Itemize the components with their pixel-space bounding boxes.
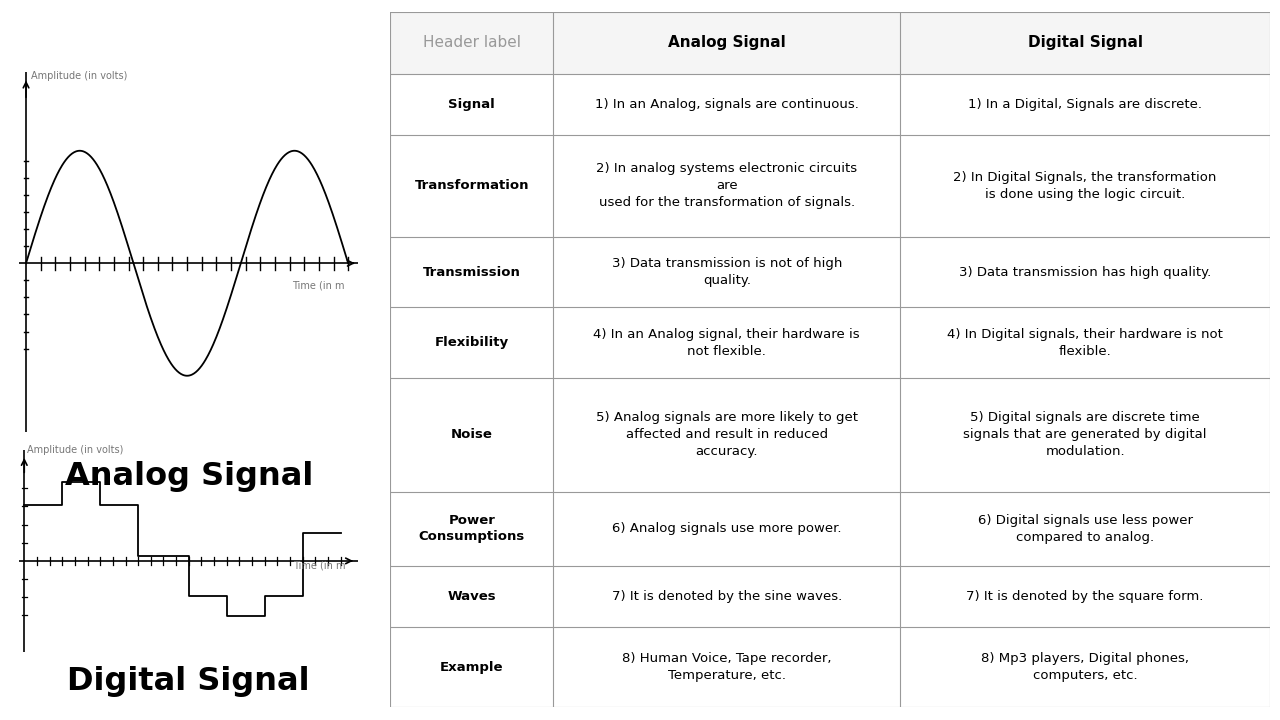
Text: 8) Human Voice, Tape recorder,
Temperature, etc.: 8) Human Voice, Tape recorder, Temperatu… — [622, 652, 832, 682]
Text: Signal: Signal — [448, 98, 495, 111]
Text: Waves: Waves — [448, 590, 497, 603]
Text: 2) In Digital Signals, the transformation
is done using the logic circuit.: 2) In Digital Signals, the transformatio… — [954, 171, 1217, 201]
Text: Transformation: Transformation — [415, 179, 529, 192]
Text: Flexibility: Flexibility — [435, 336, 509, 349]
Text: 1) In an Analog, signals are continuous.: 1) In an Analog, signals are continuous. — [595, 98, 859, 111]
Text: Example: Example — [440, 660, 503, 674]
Text: 7) It is denoted by the square form.: 7) It is denoted by the square form. — [966, 590, 1203, 603]
Text: Time (in m: Time (in m — [292, 280, 344, 290]
Text: Power
Consumptions: Power Consumptions — [419, 514, 525, 543]
Text: Header label: Header label — [422, 35, 521, 50]
Text: Noise: Noise — [451, 428, 493, 441]
Text: 7) It is denoted by the sine waves.: 7) It is denoted by the sine waves. — [612, 590, 842, 603]
Text: 4) In an Analog signal, their hardware is
not flexible.: 4) In an Analog signal, their hardware i… — [594, 328, 860, 358]
Text: Analog Signal: Analog Signal — [668, 35, 786, 50]
Text: 1) In a Digital, Signals are discrete.: 1) In a Digital, Signals are discrete. — [968, 98, 1202, 111]
Text: Analog Signal: Analog Signal — [64, 461, 314, 492]
Text: Amplitude (in volts): Amplitude (in volts) — [27, 445, 124, 455]
Text: 5) Digital signals are discrete time
signals that are generated by digital
modul: 5) Digital signals are discrete time sig… — [964, 411, 1207, 459]
Text: Transmission: Transmission — [422, 266, 521, 279]
Text: 8) Mp3 players, Digital phones,
computers, etc.: 8) Mp3 players, Digital phones, computer… — [980, 652, 1189, 682]
Text: 2) In analog systems electronic circuits
are
used for the transformation of sign: 2) In analog systems electronic circuits… — [596, 163, 858, 210]
Text: Amplitude (in volts): Amplitude (in volts) — [31, 71, 128, 81]
Text: Digital Signal: Digital Signal — [68, 666, 310, 697]
Text: 6) Analog signals use more power.: 6) Analog signals use more power. — [612, 522, 841, 535]
Text: 4) In Digital signals, their hardware is not
flexible.: 4) In Digital signals, their hardware is… — [947, 328, 1222, 358]
Text: Time (in m: Time (in m — [293, 561, 346, 571]
Text: 3) Data transmission is not of high
quality.: 3) Data transmission is not of high qual… — [612, 257, 842, 287]
Bar — [390, 12, 1270, 73]
Text: 5) Analog signals are more likely to get
affected and result in reduced
accuracy: 5) Analog signals are more likely to get… — [595, 411, 858, 459]
Text: Digital Signal: Digital Signal — [1028, 35, 1143, 50]
Text: 3) Data transmission has high quality.: 3) Data transmission has high quality. — [959, 266, 1211, 279]
Text: 6) Digital signals use less power
compared to analog.: 6) Digital signals use less power compar… — [978, 514, 1193, 544]
